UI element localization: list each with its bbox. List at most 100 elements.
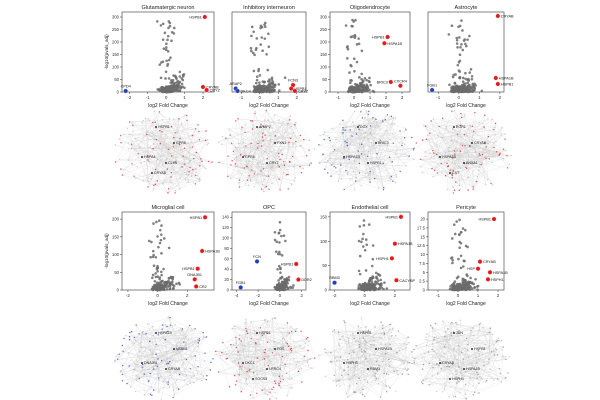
background-point: [372, 276, 375, 280]
network-node: [279, 380, 282, 383]
background-point: [159, 61, 163, 64]
network-node: [238, 182, 240, 184]
network-node: [370, 142, 373, 144]
network-node: [339, 161, 341, 163]
network-node: [299, 134, 302, 137]
network-node: [170, 172, 173, 174]
network-node: [389, 115, 391, 118]
network-edge: [180, 128, 196, 179]
background-point: [156, 275, 160, 278]
background-point: [466, 84, 470, 88]
y-tick-label: 17.5: [417, 225, 426, 230]
labeled-point: [495, 13, 501, 19]
plot-title: Microglial cell: [151, 205, 184, 211]
background-point: [456, 46, 459, 49]
hub-node: [266, 162, 268, 164]
background-point: [181, 78, 185, 82]
background-point: [169, 56, 172, 59]
network-node: [454, 181, 457, 183]
background-point: [157, 245, 160, 249]
volcano-plot-glutamatergic-neuron: Glutamatergic neuron-2 -1 0 1 20501001502002…: [104, 5, 221, 109]
network-node: [151, 132, 153, 135]
network-node: [453, 110, 456, 112]
network-edge: [159, 111, 206, 169]
network-gene-label: HSPB1: [176, 347, 188, 351]
network-node: [307, 349, 309, 352]
background-point: [160, 273, 163, 277]
background-point: [375, 276, 378, 280]
y-tick-label: 50: [114, 77, 119, 82]
network-node: [288, 332, 290, 334]
network-edge: [307, 337, 315, 359]
background-point: [167, 26, 170, 30]
network-edge: [159, 130, 203, 162]
background-point: [452, 87, 456, 90]
network-node: [233, 325, 235, 327]
background-point: [279, 267, 282, 271]
network-node: [134, 390, 137, 393]
network-node: [250, 338, 252, 340]
network-edge: [162, 119, 180, 145]
network-node: [487, 117, 489, 120]
network-node: [220, 143, 223, 145]
network-node: [351, 135, 353, 137]
background-point: [277, 231, 281, 235]
network-node: [264, 392, 266, 395]
network-node: [158, 379, 160, 381]
network-edge: [236, 381, 277, 399]
network-node: [127, 147, 130, 150]
network-node: [168, 386, 171, 389]
background-point: [268, 79, 271, 83]
network-node: [263, 319, 266, 321]
background-point: [361, 284, 364, 287]
network-node: [352, 171, 354, 173]
network-node: [447, 159, 449, 161]
network-node: [239, 154, 242, 156]
network-node: [144, 117, 147, 119]
network-node: [247, 167, 249, 169]
network-edge: [179, 138, 189, 183]
network-node: [164, 323, 167, 326]
background-point: [149, 255, 152, 259]
network-node: [392, 142, 395, 144]
network-node: [361, 351, 363, 353]
background-point: [365, 288, 368, 291]
background-point: [371, 244, 375, 247]
network-node: [265, 109, 267, 112]
network-node: [448, 151, 450, 153]
network-edge: [458, 166, 460, 186]
point-label: HSPB1: [501, 83, 513, 87]
x-tick-label: 1: [277, 95, 280, 100]
background-point: [360, 85, 364, 88]
network-node: [425, 138, 428, 140]
network-node: [235, 336, 237, 339]
network-node: [192, 157, 195, 160]
background-point: [349, 35, 353, 39]
network-node: [445, 128, 447, 130]
point-label: HSPA1B: [398, 242, 413, 246]
network-edge: [150, 147, 189, 183]
network-node: [393, 116, 395, 119]
background-point: [253, 89, 256, 92]
network-node: [300, 171, 303, 174]
network-node: [119, 371, 122, 373]
background-point: [452, 223, 456, 227]
background-point: [292, 284, 295, 287]
network-node: [210, 162, 213, 164]
labeled-point: [389, 255, 395, 261]
x-tick-label: 2: [300, 293, 303, 298]
network-edge: [155, 119, 163, 170]
network-edges: [115, 110, 212, 194]
background-point: [278, 220, 282, 224]
network-node: [198, 180, 201, 182]
network-edge: [402, 137, 405, 144]
network-node: [185, 344, 187, 346]
background-point: [156, 269, 159, 273]
network-node: [248, 160, 250, 163]
network-node: [246, 332, 249, 335]
network-node: [300, 145, 302, 147]
network-node: [369, 125, 372, 127]
labeled-point: [202, 14, 208, 20]
hub-node: [252, 378, 254, 380]
